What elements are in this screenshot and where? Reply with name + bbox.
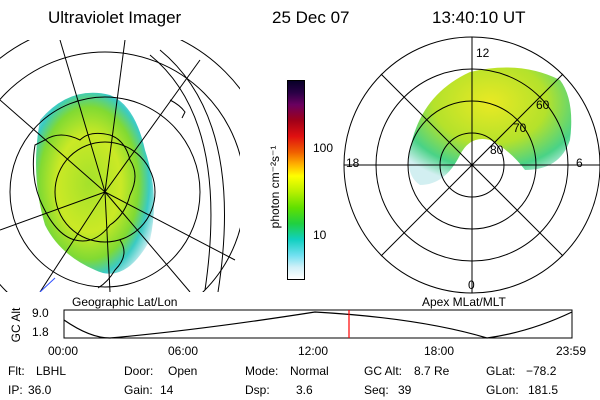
apex-panel-label: Apex MLat/MLT	[422, 295, 506, 309]
time-tick-1800: 18:00	[424, 344, 455, 358]
mlt-label-12: 12	[476, 46, 490, 60]
colorbar-tick-10: 10	[313, 228, 327, 242]
time-tick-0600: 06:00	[168, 344, 199, 358]
door-value: Open	[168, 364, 198, 378]
coastline-3	[169, 99, 186, 119]
seq-value: 39	[398, 383, 412, 397]
gain-value: 14	[160, 383, 174, 397]
time-tick-0000: 00:00	[48, 344, 79, 358]
seq-label: Seq:	[364, 383, 389, 397]
glat-label: GLat:	[486, 364, 516, 378]
glat-value: −78.2	[526, 364, 557, 378]
lat-ring-3	[0, 51, 240, 292]
gc-alt-value: 8.7 Re	[414, 364, 450, 378]
graticule-blue	[39, 277, 56, 292]
meridian-6	[39, 191, 106, 292]
meridian-7	[104, 191, 111, 292]
altitude-plot	[63, 309, 573, 339]
mlt-diag-2	[380, 73, 564, 257]
geographic-map	[0, 40, 240, 292]
filter-label: Flt:	[8, 364, 25, 378]
coastline-2	[97, 239, 125, 289]
glon-value: 181.5	[528, 383, 559, 397]
mlat-label-70: 70	[513, 121, 527, 135]
limb-arc-2	[159, 49, 226, 292]
filter-value: LBHL	[36, 364, 67, 378]
gc-alt-label: GC Alt:	[364, 364, 403, 378]
dsp-label: Dsp:	[245, 383, 270, 397]
altitude-ytick-high: 9.0	[32, 306, 49, 320]
mode-label: Mode:	[245, 364, 279, 378]
colorbar-unit-label: photon cm⁻²s⁻¹	[268, 145, 282, 229]
glon-label: GLon:	[486, 383, 519, 397]
geo-panel-label: Geographic Lat/Lon	[72, 295, 178, 309]
meridian-8	[104, 191, 191, 292]
time-tick-2359: 23:59	[556, 344, 587, 358]
mlat-label-60: 60	[536, 98, 550, 112]
altitude-frame	[63, 309, 573, 339]
aurora-apex	[408, 67, 572, 185]
gain-label: Gain:	[124, 383, 153, 397]
mode-value: Normal	[290, 364, 329, 378]
colorbar-tick-100: 100	[313, 141, 334, 155]
lat-ring-2	[9, 96, 201, 288]
intensity-colorbar	[287, 80, 305, 280]
altitude-ytick-low: 1.8	[32, 325, 49, 339]
instrument-title: Ultraviolet Imager	[48, 8, 182, 27]
lat-ring-1	[54, 141, 156, 243]
mlt-label-0: 0	[468, 278, 475, 292]
time-label: 13:40:10 UT	[432, 8, 526, 27]
dsp-value: 3.6	[296, 383, 313, 397]
meridian-1	[59, 40, 106, 193]
mlt-label-6: 6	[576, 156, 583, 170]
meridian-9	[104, 191, 236, 261]
altitude-curve	[63, 311, 573, 339]
altitude-ylabel: GC Alt	[9, 307, 23, 343]
door-label: Door:	[124, 364, 154, 378]
coastline	[32, 132, 136, 242]
meridian-5	[0, 191, 106, 231]
apex-polar-plot	[343, 36, 600, 294]
meridian-4	[0, 99, 106, 193]
limb-arc-1	[149, 54, 212, 291]
date-label: 25 Dec 07	[272, 8, 350, 27]
mlat-label-80: 80	[490, 143, 504, 157]
mlt-label-18: 18	[346, 156, 360, 170]
meridian-2	[104, 40, 126, 193]
ip-label: IP:	[8, 383, 23, 397]
time-tick-1200: 12:00	[298, 344, 329, 358]
ip-value: 36.0	[28, 383, 52, 397]
meridian-3	[104, 59, 201, 193]
